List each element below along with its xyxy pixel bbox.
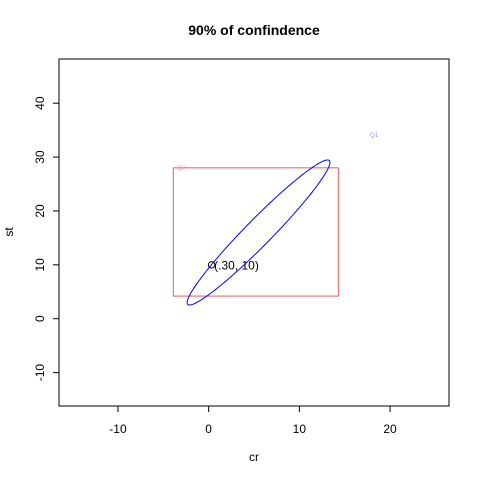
chart-title: 90% of confindence xyxy=(188,22,320,38)
plot-frame xyxy=(58,58,450,407)
y-tick-label: 20 xyxy=(33,204,47,218)
y-tick-label: -10 xyxy=(33,364,47,382)
x-tick-label: -10 xyxy=(109,422,127,436)
y-tick-label: 0 xyxy=(33,315,47,322)
ellipse-label: Q1 xyxy=(370,133,379,139)
x-tick-label: 10 xyxy=(293,422,307,436)
x-tick-label: 0 xyxy=(205,422,212,436)
x-axis: -10 0 10 20 xyxy=(109,405,397,436)
y-axis-label: st xyxy=(2,227,16,237)
y-tick-label: 10 xyxy=(33,258,47,272)
y-axis: -10 0 10 20 30 40 xyxy=(33,96,60,382)
x-tick-label: 20 xyxy=(383,422,397,436)
rectangle-label: Q2 xyxy=(177,166,186,172)
center-point-label: (.30, 10) xyxy=(214,258,259,272)
y-tick-label: 40 xyxy=(33,96,47,110)
chart-marks: Q2 Q1 (.30, 10) xyxy=(172,133,379,306)
x-axis-label: cr xyxy=(249,450,259,464)
confidence-ellipse xyxy=(186,159,331,306)
confidence-rectangle xyxy=(172,167,339,297)
center-point xyxy=(207,261,216,269)
y-tick-label: 30 xyxy=(33,150,47,164)
